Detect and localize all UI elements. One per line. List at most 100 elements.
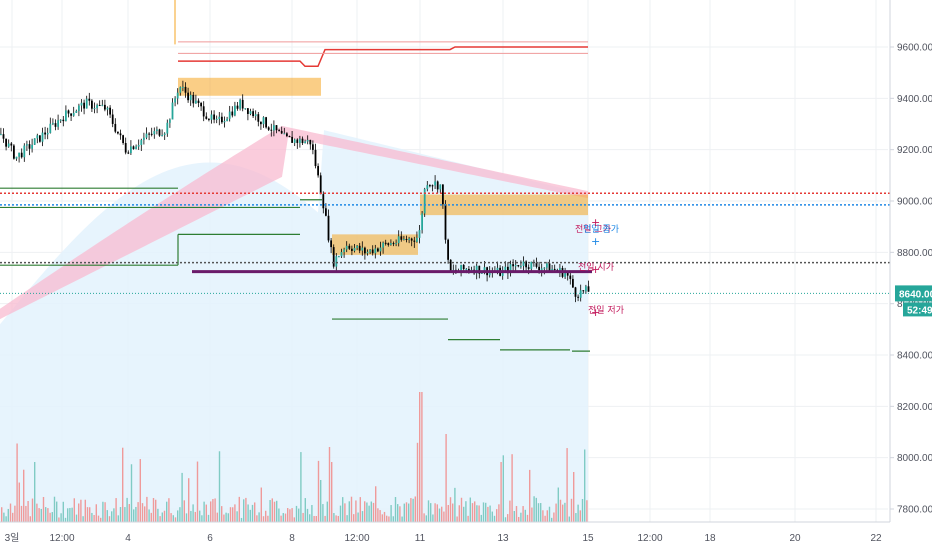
candle-body xyxy=(226,118,228,121)
volume-bar xyxy=(97,515,100,522)
candle-body xyxy=(504,266,507,270)
volume-bar xyxy=(45,507,47,522)
y-tick-label: 7800.00 xyxy=(897,505,932,516)
volume-bar xyxy=(386,515,388,522)
candle-body xyxy=(20,152,23,158)
volume-bar xyxy=(166,501,168,522)
volume-bar xyxy=(414,496,416,522)
volume-bar xyxy=(183,500,185,522)
volume-bar xyxy=(5,516,7,522)
volume-bar xyxy=(515,506,518,522)
candle-body xyxy=(520,265,522,267)
candle-body xyxy=(119,133,122,136)
candle-body xyxy=(275,125,278,131)
volume-bar xyxy=(471,503,474,522)
annotation-label: 전일 시가 xyxy=(578,262,614,273)
volume-bar xyxy=(357,512,359,522)
candle-body xyxy=(559,267,561,272)
candle-body xyxy=(52,123,54,125)
candle-body xyxy=(33,138,36,145)
candle-body xyxy=(49,123,52,133)
volume-bar xyxy=(84,499,86,522)
volume-bar xyxy=(344,503,346,522)
volume-bar xyxy=(27,500,29,522)
volume-bar xyxy=(568,516,570,522)
current-price-label: 8640.00 xyxy=(899,289,932,300)
volume-bar xyxy=(273,501,276,522)
annotation-marker: + xyxy=(591,306,600,319)
candle-body xyxy=(434,181,436,186)
volume-bar xyxy=(485,502,487,522)
candle-body xyxy=(465,268,468,270)
candle-body xyxy=(192,94,195,104)
candle-body xyxy=(104,104,106,110)
candle-body xyxy=(239,99,241,109)
volume-bar xyxy=(364,501,366,522)
volume-bar xyxy=(100,517,102,522)
candle-body xyxy=(543,267,546,269)
candle-body xyxy=(2,134,5,139)
volume-bar xyxy=(540,503,542,522)
annotation-label: 전일 저가 xyxy=(588,305,624,316)
volume-bar xyxy=(392,516,394,522)
candle-body xyxy=(410,238,413,241)
candle-body xyxy=(579,290,582,298)
candle-body xyxy=(158,129,161,136)
volume-bar xyxy=(463,506,465,522)
volume-bar xyxy=(533,496,535,522)
candle-body xyxy=(314,149,317,167)
volume-bar xyxy=(130,464,133,522)
volume-bar xyxy=(196,461,199,522)
candle-body xyxy=(127,152,130,154)
volume-bar xyxy=(544,515,546,522)
candle-body xyxy=(252,111,254,117)
candle-body xyxy=(418,230,421,238)
candle-body xyxy=(319,175,322,195)
volume-bar xyxy=(469,497,471,522)
volume-bar xyxy=(575,513,577,522)
volume-bar xyxy=(194,511,196,522)
annotation-label: 전일 종가 xyxy=(583,224,619,235)
candle-body xyxy=(572,278,574,288)
candle-body xyxy=(213,114,215,120)
x-tick-label: 3일 xyxy=(5,532,20,544)
volume-bar xyxy=(287,508,289,522)
candle-body xyxy=(72,112,75,116)
y-tick-label: 9400.00 xyxy=(897,94,932,105)
volume-bar xyxy=(489,505,491,522)
candle-body xyxy=(210,114,213,120)
volume-bar xyxy=(148,509,150,522)
volume-bar xyxy=(518,516,520,522)
volume-bar xyxy=(234,504,236,522)
candle-body xyxy=(166,122,169,134)
candle-body xyxy=(397,236,400,244)
volume-bar xyxy=(25,505,27,522)
candle-body xyxy=(488,271,491,276)
volume-bar xyxy=(80,499,82,522)
candle-body xyxy=(403,239,405,241)
candle-body xyxy=(174,98,176,103)
volume-bar xyxy=(7,508,9,522)
candle-body xyxy=(231,111,234,116)
current-price-tag xyxy=(895,285,932,302)
x-tick-label: 13 xyxy=(497,533,509,544)
volume-bar xyxy=(214,498,216,522)
volume-bar xyxy=(89,507,91,522)
volume-bar xyxy=(168,498,170,522)
x-tick-label: 18 xyxy=(704,533,716,544)
candle-body xyxy=(426,185,429,190)
volume-bar xyxy=(531,507,533,522)
candle-body xyxy=(18,152,20,157)
candle-body xyxy=(286,133,288,137)
candle-body xyxy=(369,249,371,252)
candle-body xyxy=(353,247,356,251)
candle-body xyxy=(322,194,325,209)
candle-body xyxy=(195,100,197,104)
volume-bar xyxy=(23,469,25,522)
volume-bar xyxy=(9,503,12,522)
volume-bar xyxy=(225,512,227,522)
candle-body xyxy=(75,110,78,113)
candle-body xyxy=(184,86,187,93)
